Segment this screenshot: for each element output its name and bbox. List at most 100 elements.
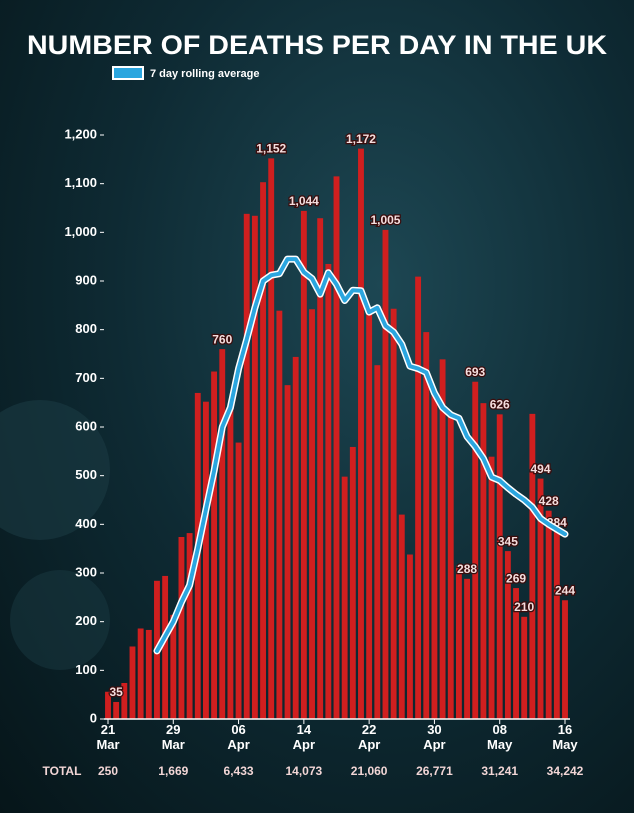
bar: [398, 514, 405, 719]
bar: [235, 442, 242, 719]
total-value: 6,433: [223, 764, 254, 778]
bar: [521, 616, 528, 719]
data-label: 494: [531, 462, 551, 476]
decor: [0, 400, 110, 540]
bar: [504, 551, 511, 719]
x-tick-label: 16 May: [552, 722, 578, 752]
y-tick-label: 900: [75, 272, 97, 287]
bar: [488, 456, 495, 719]
bar: [276, 310, 283, 719]
y-tick-label: 300: [75, 564, 97, 579]
total-value: 14,073: [285, 764, 323, 778]
total-value: 1,669: [158, 764, 189, 778]
bar: [349, 446, 356, 719]
x-tick-label: 06 Apr: [227, 722, 250, 752]
x-tick-label: 29 Mar: [161, 722, 185, 752]
bar: [300, 210, 307, 720]
bar: [219, 349, 226, 719]
bar: [284, 385, 291, 719]
bar: [447, 416, 454, 719]
x-tick-label: 21 Mar: [96, 722, 120, 752]
bar: [374, 365, 381, 719]
total-value: 31,241: [481, 764, 519, 778]
bar: [202, 401, 209, 719]
legend-label: 7 day rolling average: [150, 68, 259, 80]
data-label: 1,005: [370, 213, 400, 227]
y-tick-label: 1,000: [64, 224, 97, 239]
y-tick-label: 0: [90, 710, 97, 725]
bar: [513, 588, 519, 719]
y-tick-label: 800: [75, 321, 97, 336]
y-tick-label: 1,200: [64, 126, 97, 141]
y-tick-label: 700: [75, 370, 97, 385]
bar: [292, 356, 299, 719]
bar: [480, 403, 487, 719]
bar: [317, 218, 324, 719]
y-tick-label: 1,100: [64, 175, 97, 190]
y-tick-label: 400: [75, 516, 97, 531]
bar: [333, 176, 340, 719]
bar: [537, 478, 544, 719]
data-label: 760: [212, 332, 232, 346]
bar: [382, 229, 389, 719]
data-label: 428: [539, 494, 559, 508]
data-label: 288: [457, 562, 477, 576]
bar: [325, 263, 332, 719]
bar: [439, 359, 446, 719]
bar: [145, 629, 152, 719]
bar: [309, 309, 315, 719]
bar: [121, 682, 128, 719]
bar: [178, 536, 185, 719]
total-value: 34,242: [546, 764, 584, 778]
total-value: 250: [97, 764, 119, 778]
line: [155, 257, 567, 653]
data-label: 244: [555, 583, 575, 597]
bar: [227, 405, 234, 719]
data-label: 693: [465, 365, 485, 379]
bar: [390, 308, 397, 719]
bar: [545, 510, 552, 719]
bar: [105, 691, 111, 719]
decor: [10, 570, 110, 670]
data-label: 345: [498, 534, 518, 548]
bar: [496, 414, 503, 719]
data-label: 1,152: [256, 142, 286, 156]
bar: [455, 565, 462, 719]
bar: [407, 554, 413, 719]
chart-title: NUMBER OF DEATHS PER DAY IN THE UK: [27, 30, 608, 60]
bar: [431, 390, 438, 719]
y-tick-label: 500: [75, 467, 97, 482]
bar: [562, 600, 568, 719]
x-tick-label: 30 Apr: [423, 722, 446, 752]
bar: [260, 182, 266, 719]
bar: [472, 381, 479, 719]
bar: [170, 614, 177, 719]
legend-swatch: [112, 66, 144, 80]
bar: [186, 533, 193, 719]
bar: [137, 628, 144, 719]
bar: [211, 371, 218, 719]
y-tick-label: 600: [75, 418, 97, 433]
data-label: 35: [109, 685, 123, 699]
bar: [423, 332, 430, 719]
bar: [464, 578, 471, 719]
bar: [358, 148, 364, 720]
bar: [129, 646, 136, 719]
bar: [268, 158, 275, 720]
data-label: 269: [506, 571, 526, 585]
y-tick-label: 100: [75, 662, 97, 677]
total-value: 26,771: [416, 764, 453, 778]
bar: [366, 311, 373, 719]
bar: [529, 413, 536, 719]
bar: [251, 215, 258, 719]
y-tick-label: 200: [75, 613, 97, 628]
total-value: 21,060: [350, 764, 388, 778]
x-tick-label: 14 Apr: [292, 722, 316, 752]
data-label: 1,044: [289, 194, 319, 208]
total-label: TOTAL: [42, 764, 82, 778]
bar: [415, 276, 422, 719]
bar: [243, 213, 250, 719]
data-label: 210: [514, 600, 534, 614]
